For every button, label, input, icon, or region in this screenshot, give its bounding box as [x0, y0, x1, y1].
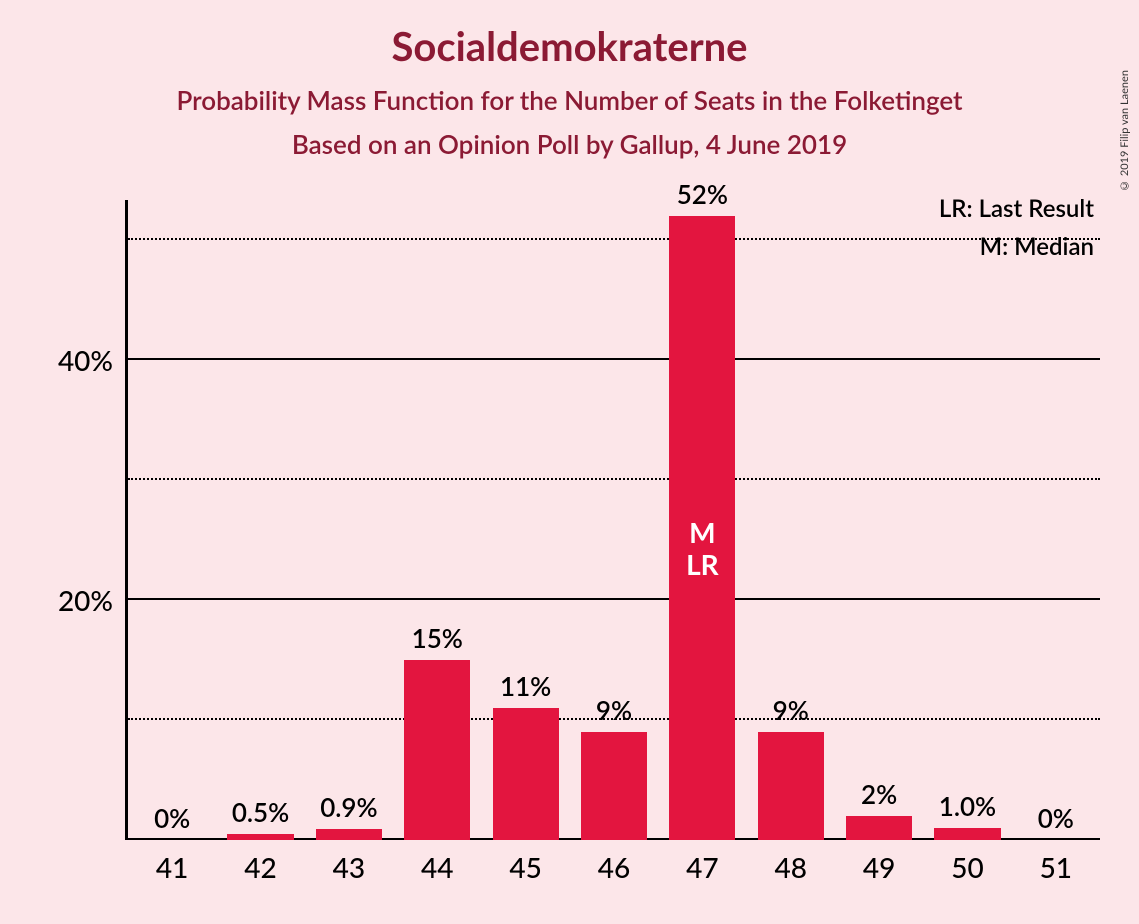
x-tick-label: 45: [509, 850, 541, 884]
bar: 0.5%: [227, 834, 293, 840]
y-tick-label: 20%: [58, 583, 113, 617]
x-tick-label: 47: [686, 850, 718, 884]
x-tick-label: 41: [156, 850, 188, 884]
bar: 52%MLR: [669, 216, 735, 840]
gridline: [128, 358, 1100, 360]
copyright-text: © 2019 Filip van Laenen: [1118, 70, 1131, 192]
median-marker: MLR: [686, 516, 719, 580]
bar: 1.0%: [934, 828, 1000, 840]
bar: 15%: [404, 660, 470, 840]
bar-value-label: 0%: [154, 802, 190, 834]
bar-value-label: 15%: [412, 622, 463, 654]
bar-value-label: 0%: [1038, 802, 1074, 834]
x-tick-label: 44: [421, 850, 453, 884]
bar-value-label: 52%: [677, 178, 728, 210]
x-tick-label: 50: [951, 850, 983, 884]
x-tick-label: 51: [1040, 850, 1072, 884]
chart-legend: LR: Last Result M: Median: [939, 190, 1094, 267]
x-tick-label: 46: [598, 850, 630, 884]
bar-value-label: 0.9%: [320, 791, 377, 823]
x-tick-label: 43: [333, 850, 365, 884]
bar: 9%: [758, 732, 824, 840]
bar-value-label: 9%: [773, 694, 809, 726]
chart-title: Socialdemokraterne: [0, 0, 1139, 70]
bar: 11%: [493, 708, 559, 840]
gridline: [128, 238, 1100, 240]
gridline: [128, 598, 1100, 600]
gridline: [128, 478, 1100, 480]
y-axis-line: [125, 200, 128, 840]
bar: 0.9%: [316, 829, 382, 840]
bar-value-label: 2%: [861, 778, 897, 810]
bar-value-label: 0.5%: [232, 796, 289, 828]
x-tick-label: 49: [863, 850, 895, 884]
bar-value-label: 1.0%: [939, 790, 996, 822]
x-tick-label: 48: [774, 850, 806, 884]
chart-subtitle-2: Based on an Opinion Poll by Gallup, 4 Ju…: [0, 128, 1139, 160]
legend-m: M: Median: [939, 228, 1094, 266]
chart-plot-area: LR: Last Result M: Median 20%40%0%410.5%…: [125, 200, 1100, 840]
y-tick-label: 40%: [58, 343, 113, 377]
bar-value-label: 9%: [596, 694, 632, 726]
bar: 9%: [581, 732, 647, 840]
x-tick-label: 42: [244, 850, 276, 884]
bar: 2%: [846, 816, 912, 840]
bar-value-label: 11%: [500, 670, 551, 702]
chart-subtitle-1: Probability Mass Function for the Number…: [0, 84, 1139, 116]
legend-lr: LR: Last Result: [939, 190, 1094, 228]
